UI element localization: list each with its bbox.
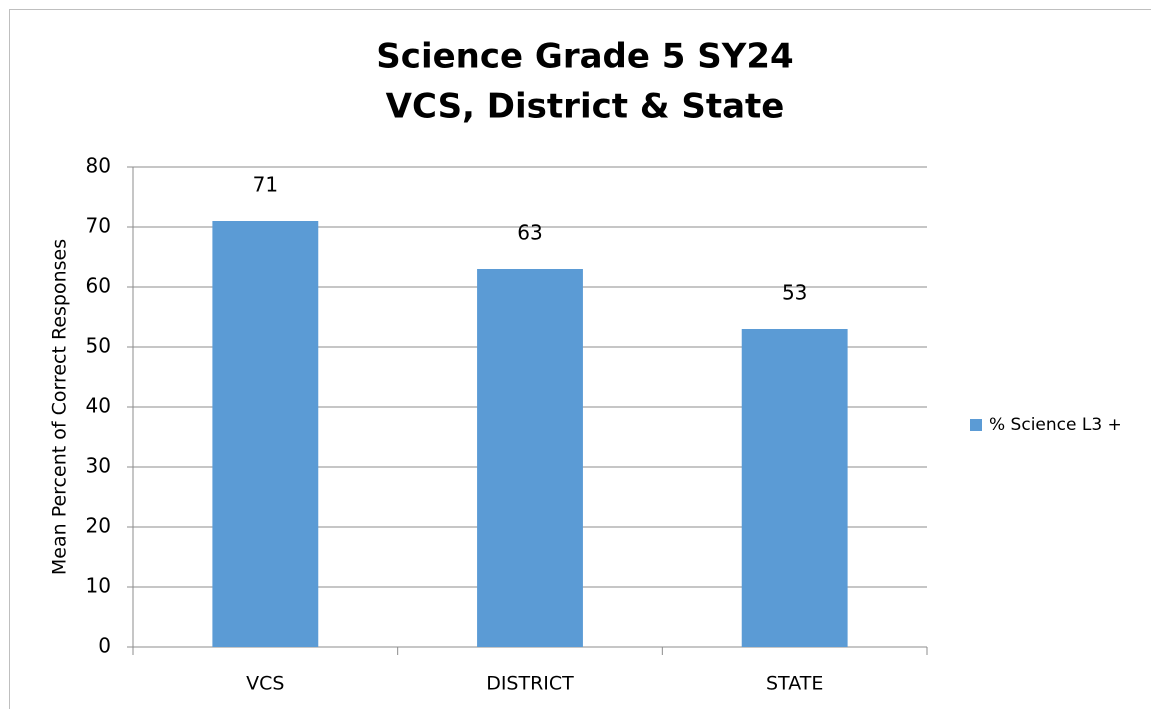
x-tick-label: STATE [766, 673, 823, 695]
bar [741, 329, 848, 647]
legend-label: % Science L3 + [989, 415, 1122, 435]
y-tick-label: 60 [86, 274, 111, 298]
y-tick-label: 30 [86, 454, 111, 478]
bar [477, 269, 583, 647]
y-tick-label: 80 [86, 154, 111, 178]
data-label: 71 [253, 173, 278, 197]
legend-swatch [970, 419, 982, 431]
y-tick-label: 50 [86, 334, 111, 358]
x-tick-label: DISTRICT [486, 673, 574, 695]
y-tick-label: 40 [86, 394, 111, 418]
y-tick-label: 0 [98, 634, 111, 658]
chart-title: Science Grade 5 SY24 [376, 37, 793, 77]
bar [212, 221, 319, 647]
x-tick-label: VCS [246, 673, 284, 695]
y-axis-label: Mean Percent of Correct Responses [49, 239, 71, 575]
y-tick-label: 70 [86, 214, 111, 238]
chart-border [9, 9, 1151, 709]
data-label: 53 [782, 281, 807, 305]
chart-subtitle: VCS, District & State [386, 87, 785, 127]
y-tick-label: 20 [86, 514, 111, 538]
data-label: 63 [517, 221, 542, 245]
y-tick-label: 10 [86, 574, 111, 598]
